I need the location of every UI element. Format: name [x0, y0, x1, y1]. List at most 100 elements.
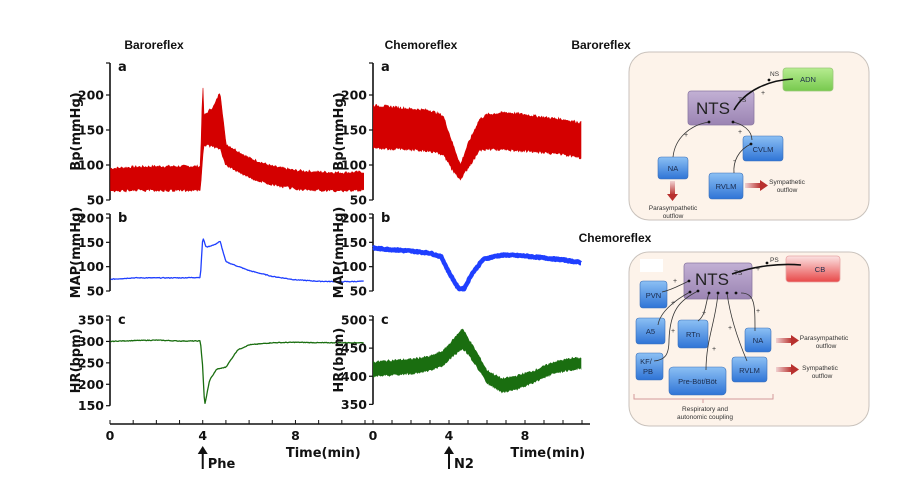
chemo-coupling-bracket: [633, 394, 774, 403]
baro-nts-label: NTS: [696, 99, 730, 118]
baro-dot: [767, 78, 771, 82]
panel-letter: c: [118, 313, 126, 328]
chemo-dot: [725, 291, 729, 295]
y-tick-label: 250: [78, 355, 104, 370]
chemoreflex-b-signal-line: [371, 245, 583, 292]
panel-letter: b: [381, 211, 390, 226]
y-tick-label: 150: [78, 123, 104, 138]
chemo-sign: +: [671, 328, 675, 335]
chemo-kf-path: [653, 290, 699, 362]
baro-sympathetic-arrowhead-icon: [760, 180, 768, 191]
chemo-sympathetic-label-2: outflow: [812, 373, 833, 380]
chemoreflex-x-axis: 0 4 8 Time(min) N2: [369, 420, 590, 472]
baro-nts-to-na-path: [672, 121, 710, 158]
y-tick-label: 200: [78, 88, 104, 103]
chemo-sign: +: [728, 325, 732, 332]
chemo-cb-label: CB: [815, 265, 825, 274]
chemo-preboc-path: [705, 292, 719, 371]
chemo-pvn-box: [639, 280, 668, 309]
x-tick-label: 0: [106, 428, 115, 443]
baro-cvlm-label: CVLM: [753, 145, 774, 154]
stimulus-arrowhead-icon: [197, 446, 208, 454]
baro-nts-box: [687, 90, 755, 126]
chemo-na-label: NA: [753, 336, 763, 345]
stimulus-label: N2: [454, 457, 474, 472]
chemo-nts-label: NTS: [695, 270, 729, 289]
chemo-a5-path: [657, 291, 691, 326]
chemo-a5-label: A5: [646, 327, 655, 336]
panel-letter: c: [381, 313, 389, 328]
chemo-sign: +: [673, 278, 677, 285]
x-axis-label: Time(min): [286, 446, 361, 461]
chemo-rvlm-label: RVLM: [739, 366, 760, 375]
chemoreflex-panel-a: 50 100 150 200 a Bp(mmHg): [332, 60, 582, 208]
y-axis-label: HR(bpm): [332, 328, 347, 393]
baroreflex-panel-a: 50 100 150 200 a Bp(mmHg): [69, 60, 365, 208]
stimulus-arrowhead-icon: [444, 446, 454, 454]
panel-letter: a: [381, 60, 390, 75]
y-axis-label: MAP(mmHg): [69, 207, 84, 299]
chemo-pvn-path: [661, 280, 690, 293]
chemo-blank-label-patch: [640, 259, 663, 272]
chemo-sign: +: [712, 346, 716, 353]
chemo-nts-box: [683, 262, 753, 300]
chemo-cb-box: [785, 255, 841, 283]
y-tick-label: 150: [341, 235, 367, 250]
baroreflex-x-axis: 0 4 8 Time(min) Phe: [106, 420, 373, 472]
chemo-sympathetic-arrowhead-icon: [791, 364, 799, 375]
x-tick-label: 0: [369, 428, 378, 443]
x-tick-label: 8: [291, 428, 300, 443]
baro-parasympathetic-arrowhead-icon: [667, 194, 678, 201]
chemo-sign: +: [756, 308, 760, 315]
baro-sign: -: [733, 158, 736, 165]
chemo-dot: [734, 291, 738, 295]
chemo-sign: +: [702, 310, 706, 317]
y-tick-label: 200: [341, 211, 367, 226]
y-tick-label: 300: [78, 334, 104, 349]
x-tick-label: 4: [445, 428, 454, 443]
chemo-parasympathetic-arrowhead-icon: [791, 335, 799, 346]
baroreflex-a-signal-band: [110, 87, 365, 193]
chemo-dot: [765, 261, 769, 265]
baro-adn-to-nts-path: [733, 78, 794, 111]
y-tick-label: 400: [341, 369, 367, 384]
baroreflex-schematic: Baroreflex NTS TS ADN NS NA CVLM RVLM + …: [571, 38, 870, 221]
baro-sign: +: [738, 129, 742, 136]
chemoreflex-schematic: Chemoreflex NTS TS CB PS PVN A5 KF/ PB R…: [579, 231, 870, 427]
chemoreflex-panel-b: 50 100 150 200 b MAP(mmHg): [332, 207, 583, 299]
chemo-kf-label: KF/: [640, 357, 653, 366]
baroreflex-panel-c: 150 200 250 300 350 c HR(bpm): [69, 313, 364, 413]
stimulus-label: Phe: [208, 457, 236, 472]
chemo-pb-label: PB: [643, 367, 653, 376]
chemo-sign: +: [756, 266, 760, 273]
chemo-sympathetic-label: Sympathetic: [802, 365, 839, 372]
baro-dot: [749, 142, 753, 146]
chemoreflex-schematic-title: Chemoreflex: [579, 231, 652, 245]
chemo-preboc-label: Pre-Böt/Böt: [678, 377, 718, 386]
chemo-rvlm-box: [731, 356, 768, 383]
chemo-parasympathetic-label: Parasympathetic: [800, 335, 849, 342]
chemo-dot: [696, 289, 700, 293]
y-tick-label: 50: [350, 193, 368, 208]
baro-nts-to-cvlm-path: [732, 121, 753, 141]
panel-letter: b: [118, 211, 127, 226]
y-tick-label: 100: [78, 158, 104, 173]
y-tick-label: 350: [341, 397, 367, 412]
baro-dot: [707, 120, 711, 124]
chemo-dot: [716, 291, 720, 295]
chemo-parasympathetic-label-2: outflow: [816, 343, 837, 350]
y-axis-label: HR(bpm): [69, 328, 84, 393]
baro-ts-label: TS: [738, 97, 747, 104]
y-tick-label: 500: [341, 313, 367, 328]
chemo-preboc-box: [668, 366, 727, 396]
baro-sympathetic-label-2: outflow: [777, 187, 798, 194]
x-tick-label: 4: [198, 428, 207, 443]
baro-ns-label: NS: [770, 71, 780, 78]
baroreflex-column-title: Baroreflex: [124, 38, 184, 52]
y-tick-label: 450: [341, 341, 367, 356]
chemo-kf-pb-box: [635, 352, 664, 381]
baroreflex-b-signal-line: [110, 238, 364, 283]
baro-sign: +: [761, 90, 765, 97]
y-tick-label: 50: [350, 284, 368, 299]
